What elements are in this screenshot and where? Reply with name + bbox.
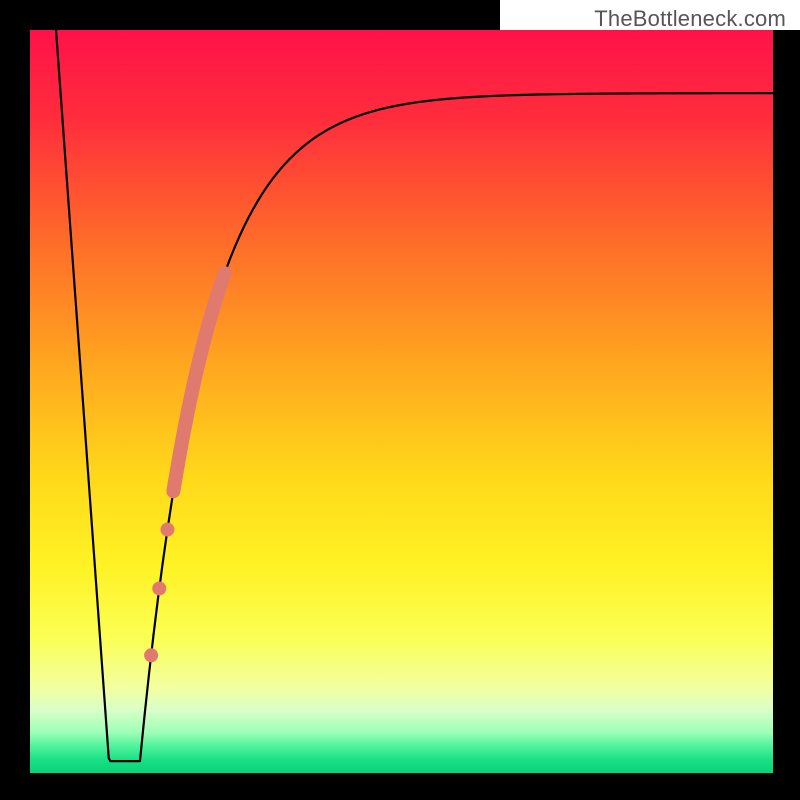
chart-container: TheBottleneck.com	[0, 0, 800, 800]
plot-background	[30, 30, 773, 773]
frame-left	[0, 0, 30, 800]
watermark-text: TheBottleneck.com	[594, 6, 786, 32]
frame-bottom	[0, 773, 800, 800]
highlight-dot	[152, 581, 166, 595]
highlight-dot	[144, 648, 158, 662]
chart-svg	[0, 0, 800, 800]
frame-right	[773, 0, 800, 800]
highlight-dot	[160, 523, 174, 537]
